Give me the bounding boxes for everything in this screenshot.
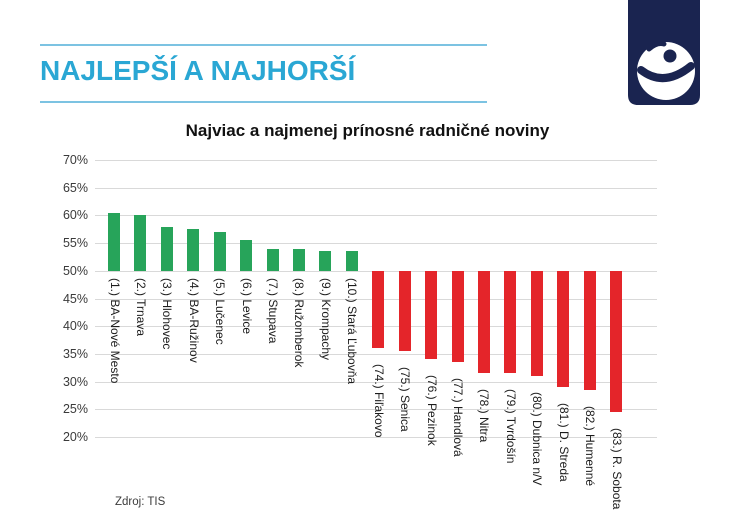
- bar-category-label: (3.) Hlohovec: [160, 277, 175, 350]
- bar-category-label: (7.) Stupava: [266, 277, 280, 344]
- y-axis-tick-label: 70%: [62, 153, 88, 167]
- bar: [187, 229, 200, 271]
- gridline: [95, 243, 657, 245]
- y-axis-tick-label: 40%: [62, 319, 88, 334]
- bar-category-label: (5.) Lučenec: [213, 277, 228, 345]
- bar: [319, 251, 332, 271]
- bar: [425, 270, 437, 360]
- y-axis-tick-label: 25%: [62, 402, 88, 417]
- bar-category-label: (8.) Ružomberok: [292, 277, 307, 368]
- bar: [108, 212, 120, 271]
- y-axis-tick-label: 20%: [62, 430, 88, 444]
- bar: [160, 226, 173, 271]
- bar: [240, 240, 253, 271]
- bar-category-label: (76.) Pezinok: [424, 375, 439, 447]
- bar-category-label: (4.) BA-Ružinov: [186, 277, 201, 363]
- bar: [398, 270, 411, 352]
- chart-title: Najviac a najmenej prínosné radničné nov…: [185, 121, 550, 140]
- y-axis-tick-label: 60%: [62, 208, 88, 223]
- y-axis-tick-label: 30%: [62, 374, 88, 389]
- header-rule-bottom: [40, 101, 487, 103]
- bar: [451, 270, 464, 363]
- transparency-international-logo-icon: [628, 0, 700, 105]
- bar: [213, 232, 226, 271]
- y-axis-tick-label: 45%: [62, 291, 88, 306]
- bar-category-label: (77.) Handlová: [451, 378, 465, 457]
- bar: [266, 248, 279, 271]
- gridline: [95, 215, 657, 217]
- bar-category-label: (75.) Senica: [398, 367, 413, 432]
- bar-category-label: (78.) Nitra: [477, 389, 492, 443]
- gridline: [95, 437, 657, 438]
- bar: [345, 251, 358, 271]
- bar: [610, 270, 622, 413]
- bar: [134, 215, 147, 271]
- bar: [292, 248, 305, 271]
- gridline: [95, 353, 657, 355]
- bar-category-label: (74.) Fiľakovo: [371, 364, 386, 438]
- y-axis-tick-label: 35%: [62, 346, 88, 361]
- y-axis-tick-label: 65%: [62, 180, 88, 195]
- bar: [504, 270, 517, 374]
- y-axis-tick-label: 55%: [62, 236, 88, 251]
- bar-category-label: (83.) R. Sobota: [609, 428, 624, 510]
- bar-category-label: (9.) Krompachy: [318, 277, 333, 360]
- bar: [372, 270, 385, 349]
- bar-category-label: (79.) Tvrdošín: [503, 389, 518, 464]
- bar-category-label: (10.) Stará Ľubovňa: [345, 277, 360, 384]
- bar: [557, 270, 570, 388]
- bar: [477, 270, 490, 374]
- bar-category-label: (82.) Humenné: [583, 405, 598, 486]
- header-rule-top: [40, 44, 487, 46]
- y-axis-tick-label: 50%: [62, 263, 88, 278]
- gridline: [95, 160, 657, 161]
- gridline: [95, 409, 657, 411]
- bar-category-label: (6.) Levice: [239, 277, 254, 334]
- source-note: Zdroj: TIS: [115, 496, 166, 508]
- bar-category-label: (1.) BA-Nové Mesto: [107, 277, 122, 384]
- bar-category-label: (80.) Dubnica n/V: [530, 392, 545, 486]
- bar-category-label: (2.) Trnava: [133, 277, 148, 336]
- gridline: [95, 381, 657, 383]
- bar: [530, 270, 543, 377]
- bar-category-label: (81.) D. Streda: [556, 403, 571, 482]
- page-title: NAJLEPŠÍ A NAJHORŠÍ: [40, 55, 356, 86]
- gridline: [95, 187, 657, 189]
- bar: [583, 270, 596, 390]
